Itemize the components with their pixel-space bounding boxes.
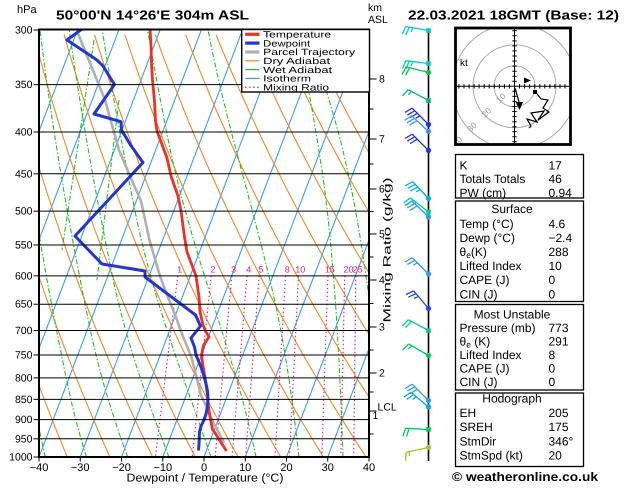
svg-text:Dewp (°C): Dewp (°C): [460, 231, 515, 245]
svg-text:346°: 346°: [549, 434, 574, 448]
svg-text:PW (cm): PW (cm): [460, 186, 507, 200]
svg-text:0.94: 0.94: [549, 186, 573, 200]
svg-text:40: 40: [450, 134, 464, 148]
svg-text:K: K: [460, 159, 468, 173]
svg-text:900: 900: [15, 414, 33, 426]
svg-text:θe (K): θe (K): [460, 335, 491, 350]
svg-text:4: 4: [379, 275, 385, 287]
svg-text:8: 8: [285, 265, 290, 275]
svg-text:600: 600: [15, 270, 33, 282]
svg-text:10: 10: [239, 462, 251, 474]
svg-text:−10: −10: [153, 462, 172, 474]
svg-text:300: 300: [15, 25, 33, 37]
svg-text:−30: −30: [71, 462, 90, 474]
svg-text:850: 850: [15, 394, 33, 406]
svg-text:Mixing Ratio (g/kg): Mixing Ratio (g/kg): [382, 178, 394, 323]
svg-text:1: 1: [177, 265, 182, 275]
svg-text:7: 7: [379, 134, 385, 146]
svg-text:20: 20: [280, 462, 292, 474]
svg-text:350: 350: [15, 79, 33, 91]
svg-text:288: 288: [549, 245, 569, 259]
svg-text:773: 773: [549, 321, 569, 335]
svg-text:2: 2: [210, 265, 215, 275]
svg-text:θe(K): θe(K): [460, 245, 487, 260]
svg-text:CIN (J): CIN (J): [460, 288, 498, 302]
svg-text:© weatheronline.co.uk: © weatheronline.co.uk: [452, 470, 598, 484]
svg-text:km: km: [368, 2, 382, 14]
svg-text:StmDir: StmDir: [460, 434, 497, 448]
svg-text:Lifted Index: Lifted Index: [460, 348, 522, 362]
svg-text:CIN (J): CIN (J): [460, 375, 498, 389]
svg-text:20: 20: [549, 449, 563, 463]
svg-text:Isotherm: Isotherm: [263, 74, 311, 84]
svg-text:4: 4: [246, 265, 251, 275]
svg-text:CAPE (J): CAPE (J): [460, 273, 510, 287]
svg-text:6: 6: [379, 184, 385, 196]
svg-text:Most Unstable: Most Unstable: [474, 308, 551, 322]
svg-text:500: 500: [15, 206, 33, 218]
svg-text:ASL: ASL: [368, 14, 388, 26]
svg-text:17: 17: [549, 159, 563, 173]
svg-text:750: 750: [15, 350, 33, 362]
svg-text:8: 8: [549, 348, 556, 362]
svg-text:Hodograph: Hodograph: [482, 392, 541, 406]
svg-text:Dry Adiabat: Dry Adiabat: [263, 56, 331, 66]
svg-text:−20: −20: [112, 462, 131, 474]
svg-text:−40: −40: [30, 462, 49, 474]
svg-text:10: 10: [295, 265, 305, 275]
svg-text:kt: kt: [460, 58, 468, 69]
svg-text:5: 5: [379, 229, 385, 241]
svg-text:175: 175: [549, 420, 569, 434]
svg-text:700: 700: [15, 325, 33, 337]
svg-text:40: 40: [363, 462, 375, 474]
svg-text:3: 3: [231, 265, 236, 275]
svg-text:0: 0: [549, 362, 556, 376]
svg-text:950: 950: [15, 433, 33, 445]
svg-text:Temperature: Temperature: [263, 30, 331, 40]
svg-text:Pressure (mb): Pressure (mb): [460, 321, 536, 335]
svg-text:20: 20: [343, 265, 353, 275]
svg-text:400: 400: [15, 127, 33, 139]
svg-text:8: 8: [379, 74, 385, 86]
svg-text:15: 15: [325, 265, 335, 275]
svg-text:30: 30: [322, 462, 334, 474]
svg-text:Dewpoint: Dewpoint: [263, 38, 311, 48]
svg-text:10: 10: [549, 259, 563, 273]
svg-text:3: 3: [379, 322, 385, 334]
svg-text:Surface: Surface: [491, 202, 533, 216]
svg-text:Mixing Ratio: Mixing Ratio: [263, 83, 329, 93]
svg-text:1: 1: [373, 410, 379, 422]
svg-text:Lifted Index: Lifted Index: [460, 259, 522, 273]
svg-text:0: 0: [549, 288, 556, 302]
svg-text:hPa: hPa: [17, 4, 37, 16]
svg-text:650: 650: [15, 299, 33, 311]
svg-text:5: 5: [258, 265, 263, 275]
svg-text:0: 0: [549, 273, 556, 287]
svg-text:Temp (°C): Temp (°C): [460, 217, 514, 231]
svg-text:EH: EH: [460, 406, 477, 420]
svg-text:LCL: LCL: [378, 402, 397, 414]
svg-text:450: 450: [15, 168, 33, 180]
svg-text:4.6: 4.6: [549, 217, 566, 231]
svg-text:22.03.2021 18GMT (Base: 12): 22.03.2021 18GMT (Base: 12): [408, 8, 619, 23]
svg-text:205: 205: [549, 406, 569, 420]
svg-text:Totals Totals: Totals Totals: [460, 172, 526, 186]
svg-text:Dewpoint / Temperature (°C): Dewpoint / Temperature (°C): [127, 473, 284, 485]
svg-text:0: 0: [201, 462, 207, 474]
svg-text:SREH: SREH: [460, 420, 493, 434]
svg-text:0: 0: [549, 375, 556, 389]
svg-text:46: 46: [549, 172, 563, 186]
svg-text:25: 25: [353, 265, 363, 275]
svg-text:291: 291: [549, 335, 569, 349]
svg-text:800: 800: [15, 372, 33, 384]
svg-text:CAPE (J): CAPE (J): [460, 362, 510, 376]
svg-text:1000: 1000: [9, 452, 33, 464]
svg-text:Parcel Trajectory: Parcel Trajectory: [263, 47, 356, 57]
svg-text:2: 2: [379, 368, 385, 380]
svg-text:550: 550: [15, 240, 33, 252]
svg-text:50°00'N 14°26'E 304m ASL: 50°00'N 14°26'E 304m ASL: [56, 8, 249, 23]
svg-text:Wet Adiabat: Wet Adiabat: [263, 65, 333, 75]
svg-text:StmSpd (kt): StmSpd (kt): [460, 449, 523, 463]
svg-text:−2.4: −2.4: [549, 231, 573, 245]
